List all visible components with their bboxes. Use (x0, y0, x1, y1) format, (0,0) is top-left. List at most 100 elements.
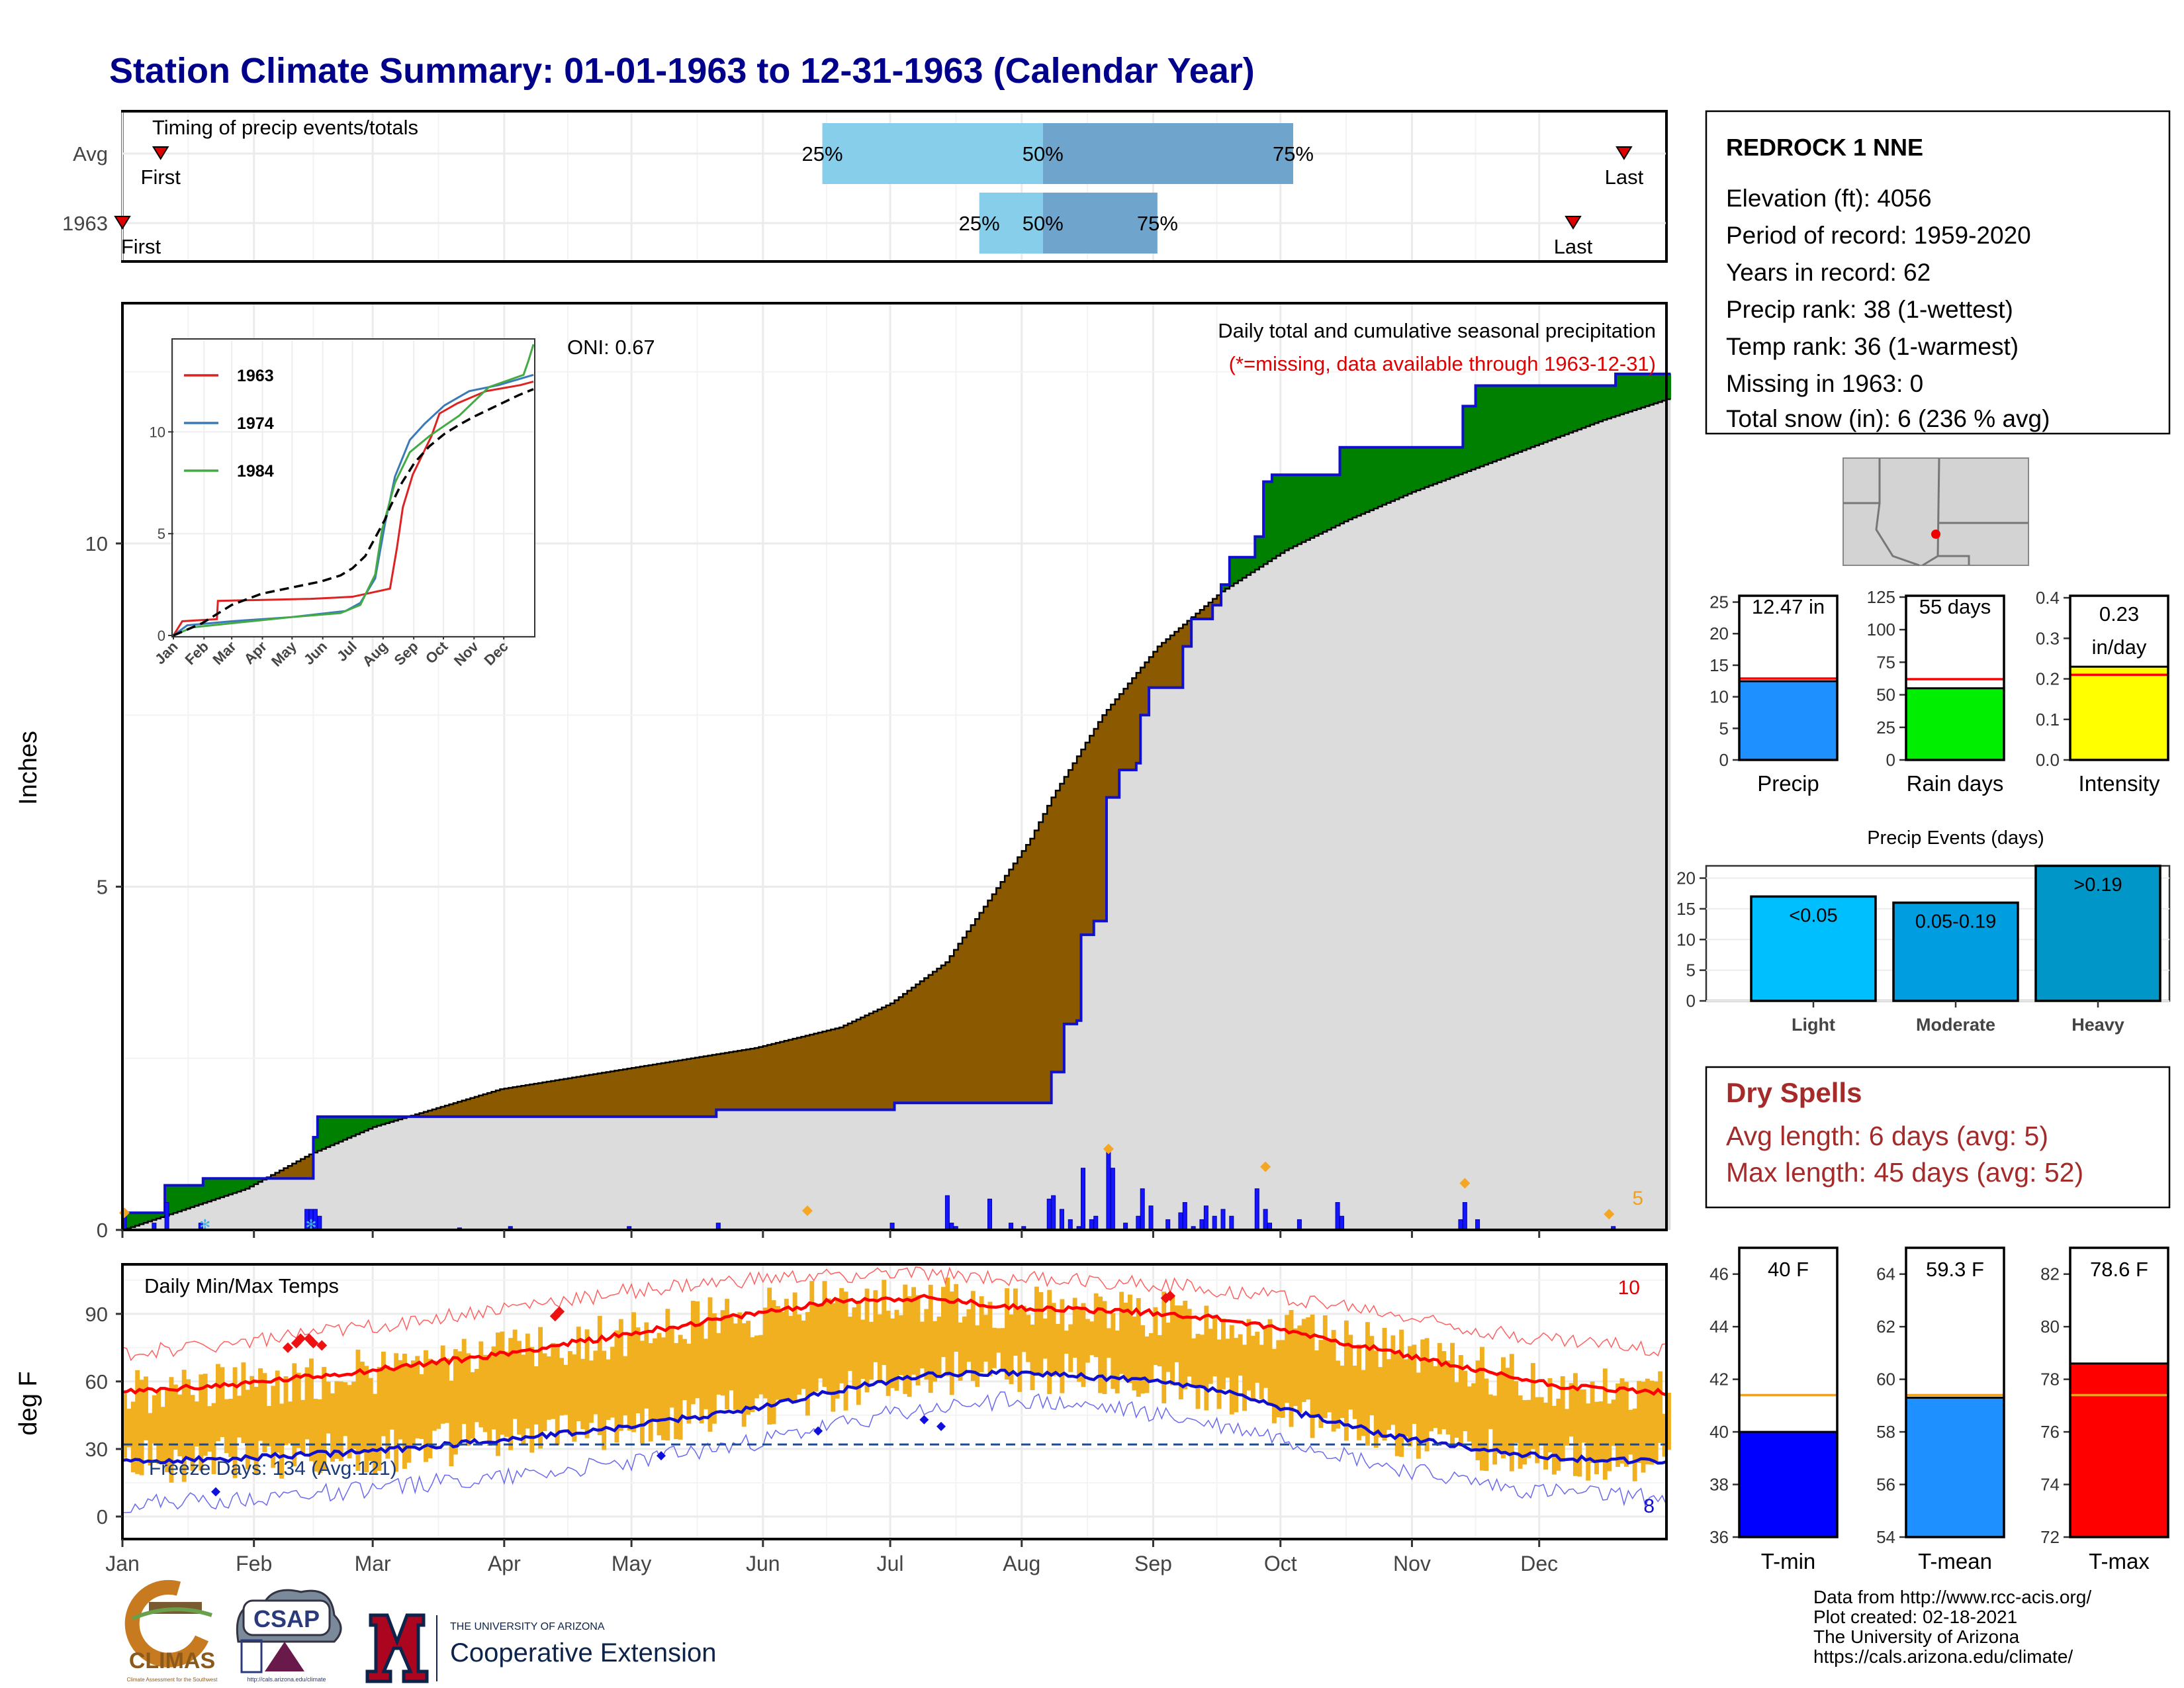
daily-temp-range-bar (907, 1296, 912, 1397)
wet-surplus-segment (338, 1116, 343, 1142)
daily-temp-range-bar (322, 1366, 327, 1470)
wet-surplus-segment (1416, 447, 1421, 491)
temp-stat-value-label: 78.6 F (2090, 1258, 2148, 1281)
daily-temp-range-bar (970, 1291, 976, 1382)
dry-deficit-segment (474, 1096, 479, 1117)
daily-temp-range-bar (275, 1370, 280, 1453)
month-label: Mar (355, 1552, 391, 1575)
daily-temp-range-bar (1509, 1354, 1514, 1472)
daily-temp-range-bar (1310, 1314, 1315, 1438)
dry-deficit-segment (1026, 845, 1031, 1103)
daily-temp-range-bar (1645, 1378, 1650, 1465)
dry-deficit-segment (279, 1170, 285, 1179)
wet-surplus-segment (1463, 406, 1468, 473)
daily-temp-range-bar (847, 1316, 852, 1372)
daily-temp-range-bar (1297, 1325, 1302, 1413)
daily-temp-range-bar (1246, 1319, 1251, 1391)
dry-deficit-segment (1064, 776, 1069, 1024)
wet-surplus-segment (1285, 475, 1290, 551)
daily-temp-range-bar (1165, 1323, 1171, 1372)
timing-q75-label: 75% (1273, 142, 1314, 165)
daily-precip-bar (1178, 1212, 1183, 1231)
daily-temp-range-bar (669, 1327, 674, 1408)
stat-value-label: 0.23 (2099, 602, 2139, 626)
dry-deficit-segment (572, 1077, 577, 1117)
wet-surplus-segment (1556, 385, 1561, 438)
dry-deficit-segment (788, 1039, 794, 1110)
university-of-arizona-logo: THE UNIVERSITY OF ARIZONA Cooperative Ex… (365, 1613, 716, 1683)
wet-surplus-segment (1551, 385, 1557, 440)
wet-surplus-segment (1382, 447, 1387, 505)
daily-precip-bar (1136, 1215, 1141, 1231)
daily-temp-range-bar (822, 1281, 827, 1387)
dry-deficit-segment (1093, 728, 1099, 921)
daily-precip-bar (1212, 1215, 1217, 1231)
dry-deficit-segment (500, 1089, 505, 1117)
daily-temp-range-bar (186, 1379, 191, 1458)
month-label: Jun (746, 1552, 780, 1575)
wet-surplus-segment (220, 1178, 225, 1197)
wet-surplus-segment (364, 1116, 369, 1131)
daily-temp-range-bar (453, 1349, 458, 1455)
daily-temp-range-bar (317, 1399, 322, 1473)
daily-temp-range-bar (839, 1288, 844, 1383)
daily-temp-range-bar (1128, 1294, 1132, 1383)
wet-surplus-segment (1467, 406, 1472, 471)
daily-temp-range-bar (1348, 1335, 1353, 1410)
dry-deficit-segment (593, 1074, 598, 1117)
dry-deficit-segment (271, 1175, 276, 1179)
daily-temp-range-bar (1365, 1322, 1370, 1446)
stat-frame (1905, 594, 2005, 761)
wet-surplus-segment (1501, 385, 1506, 459)
wet-surplus-segment (1641, 373, 1646, 408)
daily-temp-range-bar (1255, 1331, 1260, 1383)
daily-temp-range-bar (1471, 1383, 1477, 1449)
avg-tmax-line (122, 1293, 1667, 1397)
wet-surplus-segment (1327, 475, 1332, 530)
stat-y-tick-label: 0.3 (2036, 628, 2060, 648)
daily-temp-range-bar (160, 1407, 165, 1463)
daily-temp-range-bar (1526, 1399, 1531, 1458)
wet-surplus-segment (1653, 373, 1659, 404)
wet-surplus-segment (1399, 447, 1404, 498)
wet-surplus-segment (1378, 447, 1383, 507)
dry-deficit-segment (1047, 806, 1052, 1103)
daily-temp-range-bar (1623, 1382, 1629, 1467)
dry-deficit-segment (674, 1060, 679, 1117)
wet-surplus-segment (1234, 557, 1239, 584)
inset-series-normal (173, 388, 534, 637)
stat-frame (2069, 594, 2169, 761)
wet-surplus-segment (1412, 447, 1417, 492)
wet-surplus-segment (1623, 373, 1629, 413)
daily-temp-range-bar (1551, 1405, 1557, 1475)
dry-deficit-segment (970, 925, 976, 1103)
daily-temp-range-bar (911, 1287, 917, 1375)
precip-stat-panels: 0 5 10 15 20 25 12.47 in Precip 0 25 50 75 100 125 55 … (1709, 587, 2169, 796)
logo-row: CLIMAS Climate Assessment for the Southw… (124, 1579, 716, 1683)
events-y-tick-label: 10 (1676, 929, 1696, 949)
daily-temp-range-bar (623, 1356, 628, 1416)
dry-deficit-segment (559, 1079, 565, 1117)
station-name: REDROCK 1 NNE (1726, 134, 1923, 161)
daily-temp-range-bar (474, 1369, 479, 1423)
events-bar (1892, 901, 2019, 1002)
wet-surplus-segment (1229, 557, 1234, 586)
daily-temp-range-bar (470, 1372, 475, 1439)
stat-y-tick-label: 0 (1886, 750, 1895, 770)
wet-surplus-segment (1238, 557, 1243, 581)
daily-temp-range-bar (512, 1329, 518, 1419)
daily-temp-range-bar (165, 1389, 169, 1473)
daily-temp-range-bar (1225, 1338, 1230, 1378)
daily-temp-range-bar (928, 1284, 933, 1393)
daily-temp-range-bar (1013, 1288, 1018, 1356)
daily-temp-range-bar (144, 1376, 148, 1440)
daily-temp-range-bar (648, 1343, 653, 1442)
daily-temp-range-bar (644, 1322, 649, 1409)
dry-deficit-segment (954, 949, 959, 1103)
precip-y-label: Inches (15, 731, 42, 805)
daily-temp-range-bar (1450, 1342, 1455, 1448)
daily-temp-range-bar (686, 1343, 692, 1424)
events-bar (2034, 865, 2161, 1002)
temp-stat-y-tick-label: 82 (2040, 1264, 2060, 1284)
wet-surplus-segment (1586, 385, 1591, 426)
